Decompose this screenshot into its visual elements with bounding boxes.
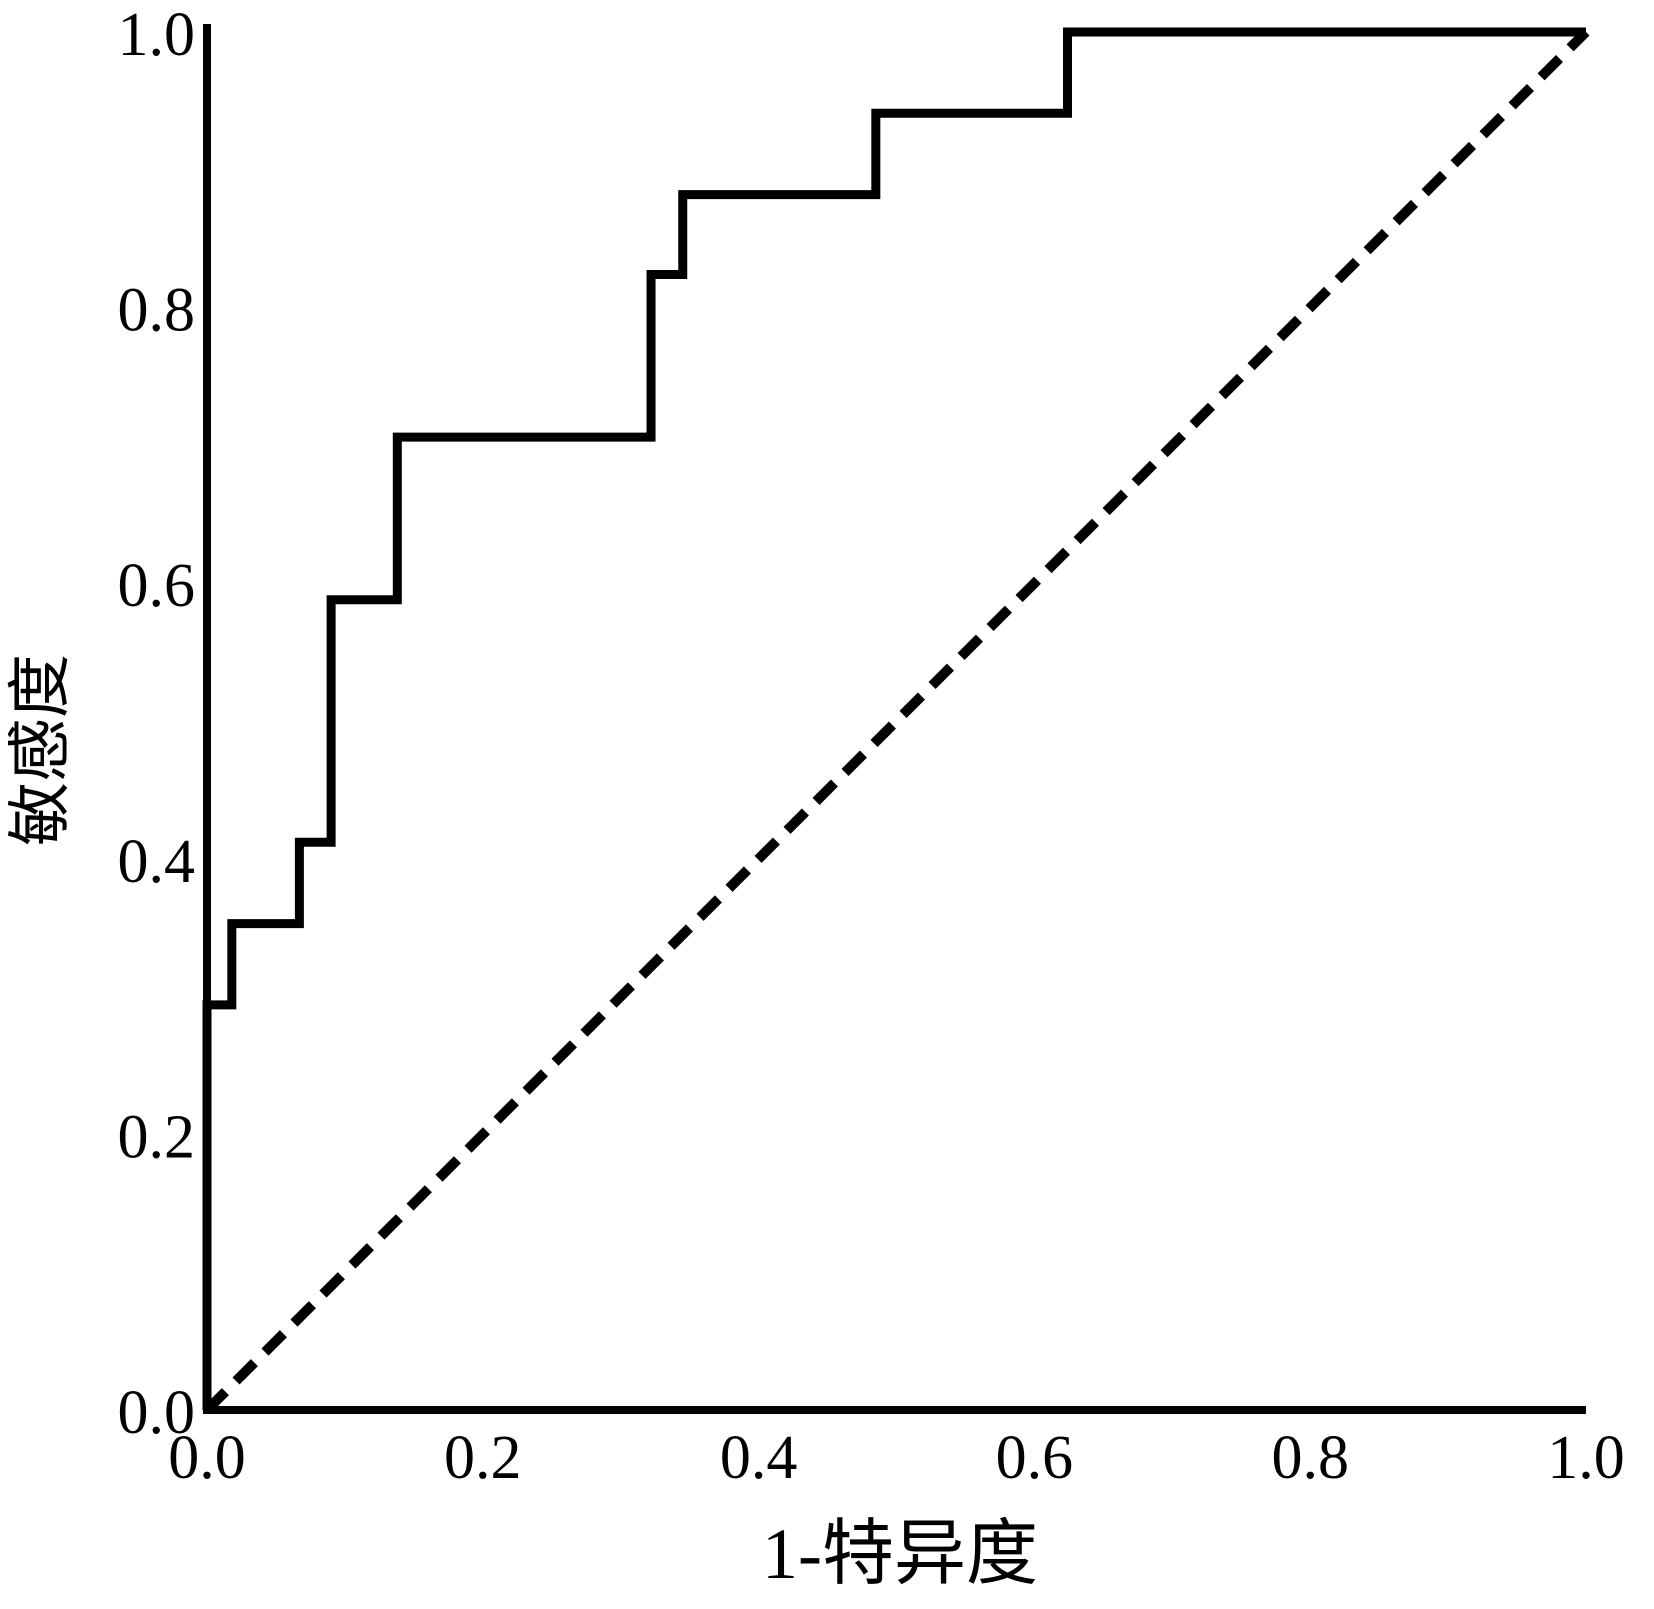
y-axis-title: 敏感度: [5, 654, 76, 846]
x-tick-label: 0.0: [168, 1424, 246, 1492]
y-tick-label: 0.2: [118, 1103, 196, 1171]
y-tick-labels: 0.0 0.2 0.4 0.6 0.8 1.0: [118, 1, 196, 1447]
x-axis-title: 1-特异度: [762, 1514, 1038, 1594]
chance-diagonal-line: [203, 28, 1590, 1414]
x-tick-label: 0.8: [1271, 1424, 1349, 1492]
y-tick-label: 0.6: [118, 552, 196, 620]
x-tick-label: 0.2: [444, 1424, 522, 1492]
y-tick-label: 1.0: [118, 1, 196, 69]
x-tick-label: 1.0: [1547, 1424, 1625, 1492]
y-tick-label: 0.0: [118, 1379, 196, 1447]
x-tick-labels: 0.0 0.2 0.4 0.6 0.8 1.0: [168, 1424, 1625, 1492]
x-tick-label: 0.4: [720, 1424, 798, 1492]
x-tick-label: 0.6: [996, 1424, 1074, 1492]
y-tick-label: 0.4: [118, 828, 196, 896]
y-tick-label: 0.8: [118, 277, 196, 345]
roc-curve-line: [202, 27, 1586, 1410]
